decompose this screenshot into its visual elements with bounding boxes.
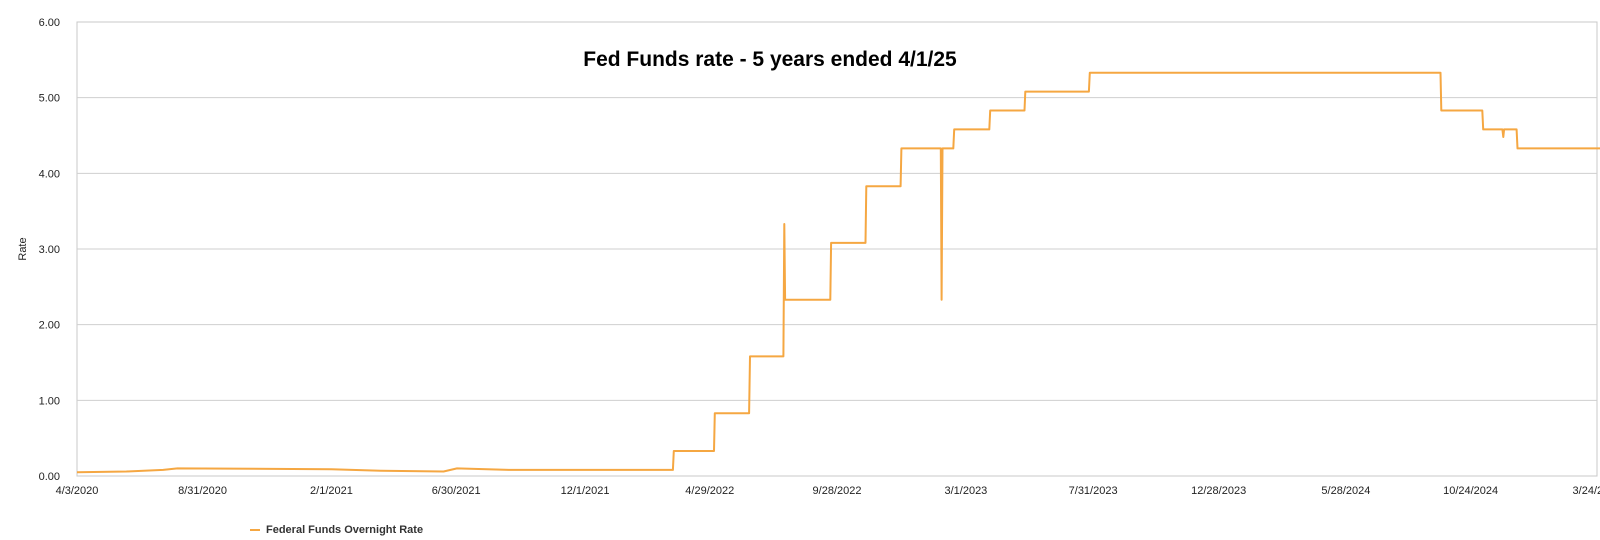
y-tick-label: 5.00 [39,93,60,105]
y-tick-label: 6.00 [39,17,60,29]
series-group [76,71,1600,474]
legend: Federal Funds Overnight Rate [250,524,423,536]
series-line-federal-funds-overnight-rate [76,71,1600,474]
y-axis-ticks: 0.00 1.00 2.00 3.00 4.00 5.00 6.00 [39,17,60,483]
x-tick-label: 12/28/2023 [1191,485,1246,497]
x-tick-label: 3/1/2023 [944,485,987,497]
x-axis-ticks: 4/3/2020 8/31/2020 2/1/2021 6/30/2021 12/1/2… [56,485,1600,497]
y-axis-label: Rate [17,237,29,260]
x-tick-label: 9/28/2022 [813,485,862,497]
y-tick-label: 3.00 [39,244,60,256]
x-tick-label: 6/30/2021 [432,485,481,497]
x-tick-label: 2/1/2021 [310,485,353,497]
x-tick-label: 4/29/2022 [685,485,734,497]
y-tick-label: 0.00 [39,471,60,483]
x-tick-label: 8/31/2020 [178,485,227,497]
x-tick-label: 5/28/2024 [1321,485,1370,497]
legend-swatch [250,529,260,531]
x-tick-label: 3/24/2025 [1573,485,1600,497]
x-tick-label: 12/1/2021 [561,485,610,497]
x-tick-label: 10/24/2024 [1443,485,1498,497]
chart-title: Fed Funds rate - 5 years ended 4/1/25 [583,48,957,71]
gridlines [77,97,1597,401]
y-tick-label: 1.00 [39,395,60,407]
x-tick-label: 4/3/2020 [56,485,99,497]
x-tick-label: 7/31/2023 [1069,485,1118,497]
y-tick-label: 4.00 [39,168,60,180]
legend-label: Federal Funds Overnight Rate [266,524,424,536]
y-tick-label: 2.00 [39,320,60,332]
